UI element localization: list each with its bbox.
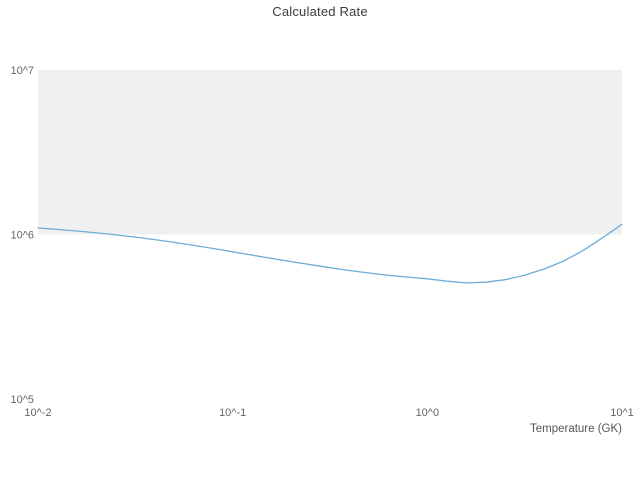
x-tick-label: 10^1 — [610, 407, 634, 419]
rate-line — [37, 223, 623, 284]
chart-title: Calculated Rate — [272, 4, 368, 19]
grid-band — [38, 70, 622, 235]
x-tick-label: 10^-1 — [219, 407, 246, 419]
x-axis-label: Temperature (GK) — [529, 423, 622, 435]
x-tick-label: 10^-2 — [24, 407, 51, 419]
x-tick-label: 10^0 — [416, 407, 440, 419]
y-tick-label: 10^5 — [10, 394, 34, 406]
y-tick-label: 10^7 — [10, 65, 34, 77]
y-tick-label: 10^6 — [10, 230, 34, 242]
